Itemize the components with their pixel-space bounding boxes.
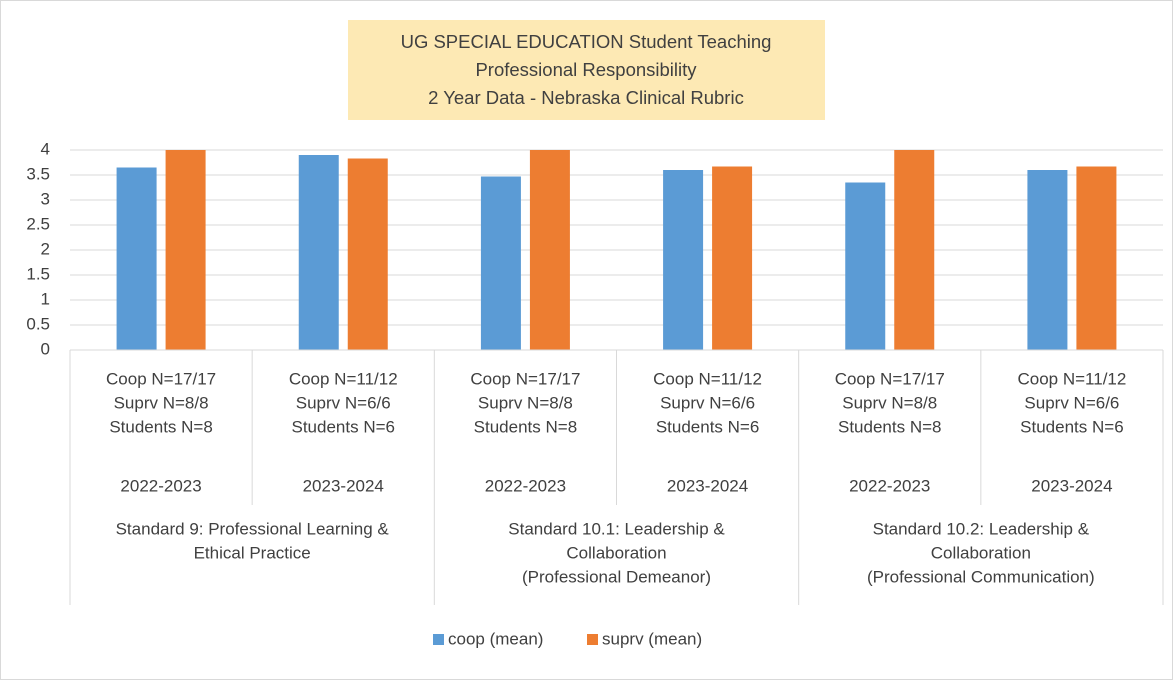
bar <box>1076 166 1117 350</box>
x-tick-label: Suprv N=8/8 <box>842 393 937 412</box>
x-tick-label: 2023-2024 <box>1031 476 1112 495</box>
chart-title: 2 Year Data - Nebraska Clinical Rubric <box>428 87 744 108</box>
y-tick-label: 0 <box>41 339 50 358</box>
y-tick-label: 1.5 <box>26 264 50 283</box>
x-tick-label: Students N=6 <box>1020 417 1124 436</box>
bar <box>845 182 886 350</box>
y-tick-label: 2 <box>41 239 50 258</box>
x-tick-label: Students N=8 <box>474 417 578 436</box>
x-tick-label: Suprv N=8/8 <box>114 393 209 412</box>
group-label: Collaboration <box>931 543 1031 562</box>
x-tick-label: 2022-2023 <box>485 476 566 495</box>
x-tick-label: Coop N=17/17 <box>470 369 580 388</box>
group-label: Standard 10.2: Leadership & <box>873 519 1090 538</box>
x-tick-label: Suprv N=6/6 <box>1024 393 1119 412</box>
x-tick-label: Coop N=17/17 <box>106 369 216 388</box>
x-tick-label: 2023-2024 <box>303 476 384 495</box>
x-tick-label: Coop N=11/12 <box>1017 369 1126 388</box>
legend-label: coop (mean) <box>448 629 543 648</box>
y-tick-label: 2.5 <box>26 214 50 233</box>
group-label: (Professional Demeanor) <box>522 567 711 586</box>
chart-title: UG SPECIAL EDUCATION Student Teaching <box>401 31 772 52</box>
y-tick-label: 3.5 <box>26 164 50 183</box>
bar <box>663 170 704 350</box>
x-tick-label: Students N=6 <box>292 417 396 436</box>
x-tick-label: 2022-2023 <box>849 476 930 495</box>
x-tick-label: 2022-2023 <box>120 476 201 495</box>
x-tick-label: Coop N=11/12 <box>653 369 762 388</box>
bar <box>712 166 753 350</box>
legend-swatch <box>587 634 598 645</box>
chart-title: Professional Responsibility <box>475 59 697 80</box>
bar <box>347 158 388 350</box>
bar <box>529 150 570 350</box>
group-label: Standard 10.1: Leadership & <box>508 519 725 538</box>
group-label: (Professional Communication) <box>867 567 1095 586</box>
bar <box>1027 170 1068 350</box>
x-tick-label: Coop N=11/12 <box>289 369 398 388</box>
group-label: Ethical Practice <box>194 543 311 562</box>
bar <box>116 167 157 350</box>
x-tick-label: Students N=6 <box>656 417 760 436</box>
bar <box>165 150 206 350</box>
x-tick-label: Suprv N=8/8 <box>478 393 573 412</box>
y-tick-label: 3 <box>41 189 50 208</box>
legend-swatch <box>433 634 444 645</box>
x-tick-label: Suprv N=6/6 <box>296 393 391 412</box>
legend-label: suprv (mean) <box>602 629 702 648</box>
x-tick-label: Students N=8 <box>109 417 213 436</box>
y-tick-label: 1 <box>41 289 50 308</box>
y-tick-label: 4 <box>41 139 50 158</box>
bar <box>894 150 935 350</box>
title-box <box>348 20 825 120</box>
y-tick-label: 0.5 <box>26 314 50 333</box>
x-tick-label: Coop N=17/17 <box>835 369 945 388</box>
x-tick-label: Suprv N=6/6 <box>660 393 755 412</box>
x-tick-label: 2023-2024 <box>667 476 748 495</box>
group-label: Collaboration <box>566 543 666 562</box>
x-tick-label: Students N=8 <box>838 417 942 436</box>
bar <box>480 176 521 350</box>
bar <box>298 155 339 350</box>
group-label: Standard 9: Professional Learning & <box>116 519 390 538</box>
